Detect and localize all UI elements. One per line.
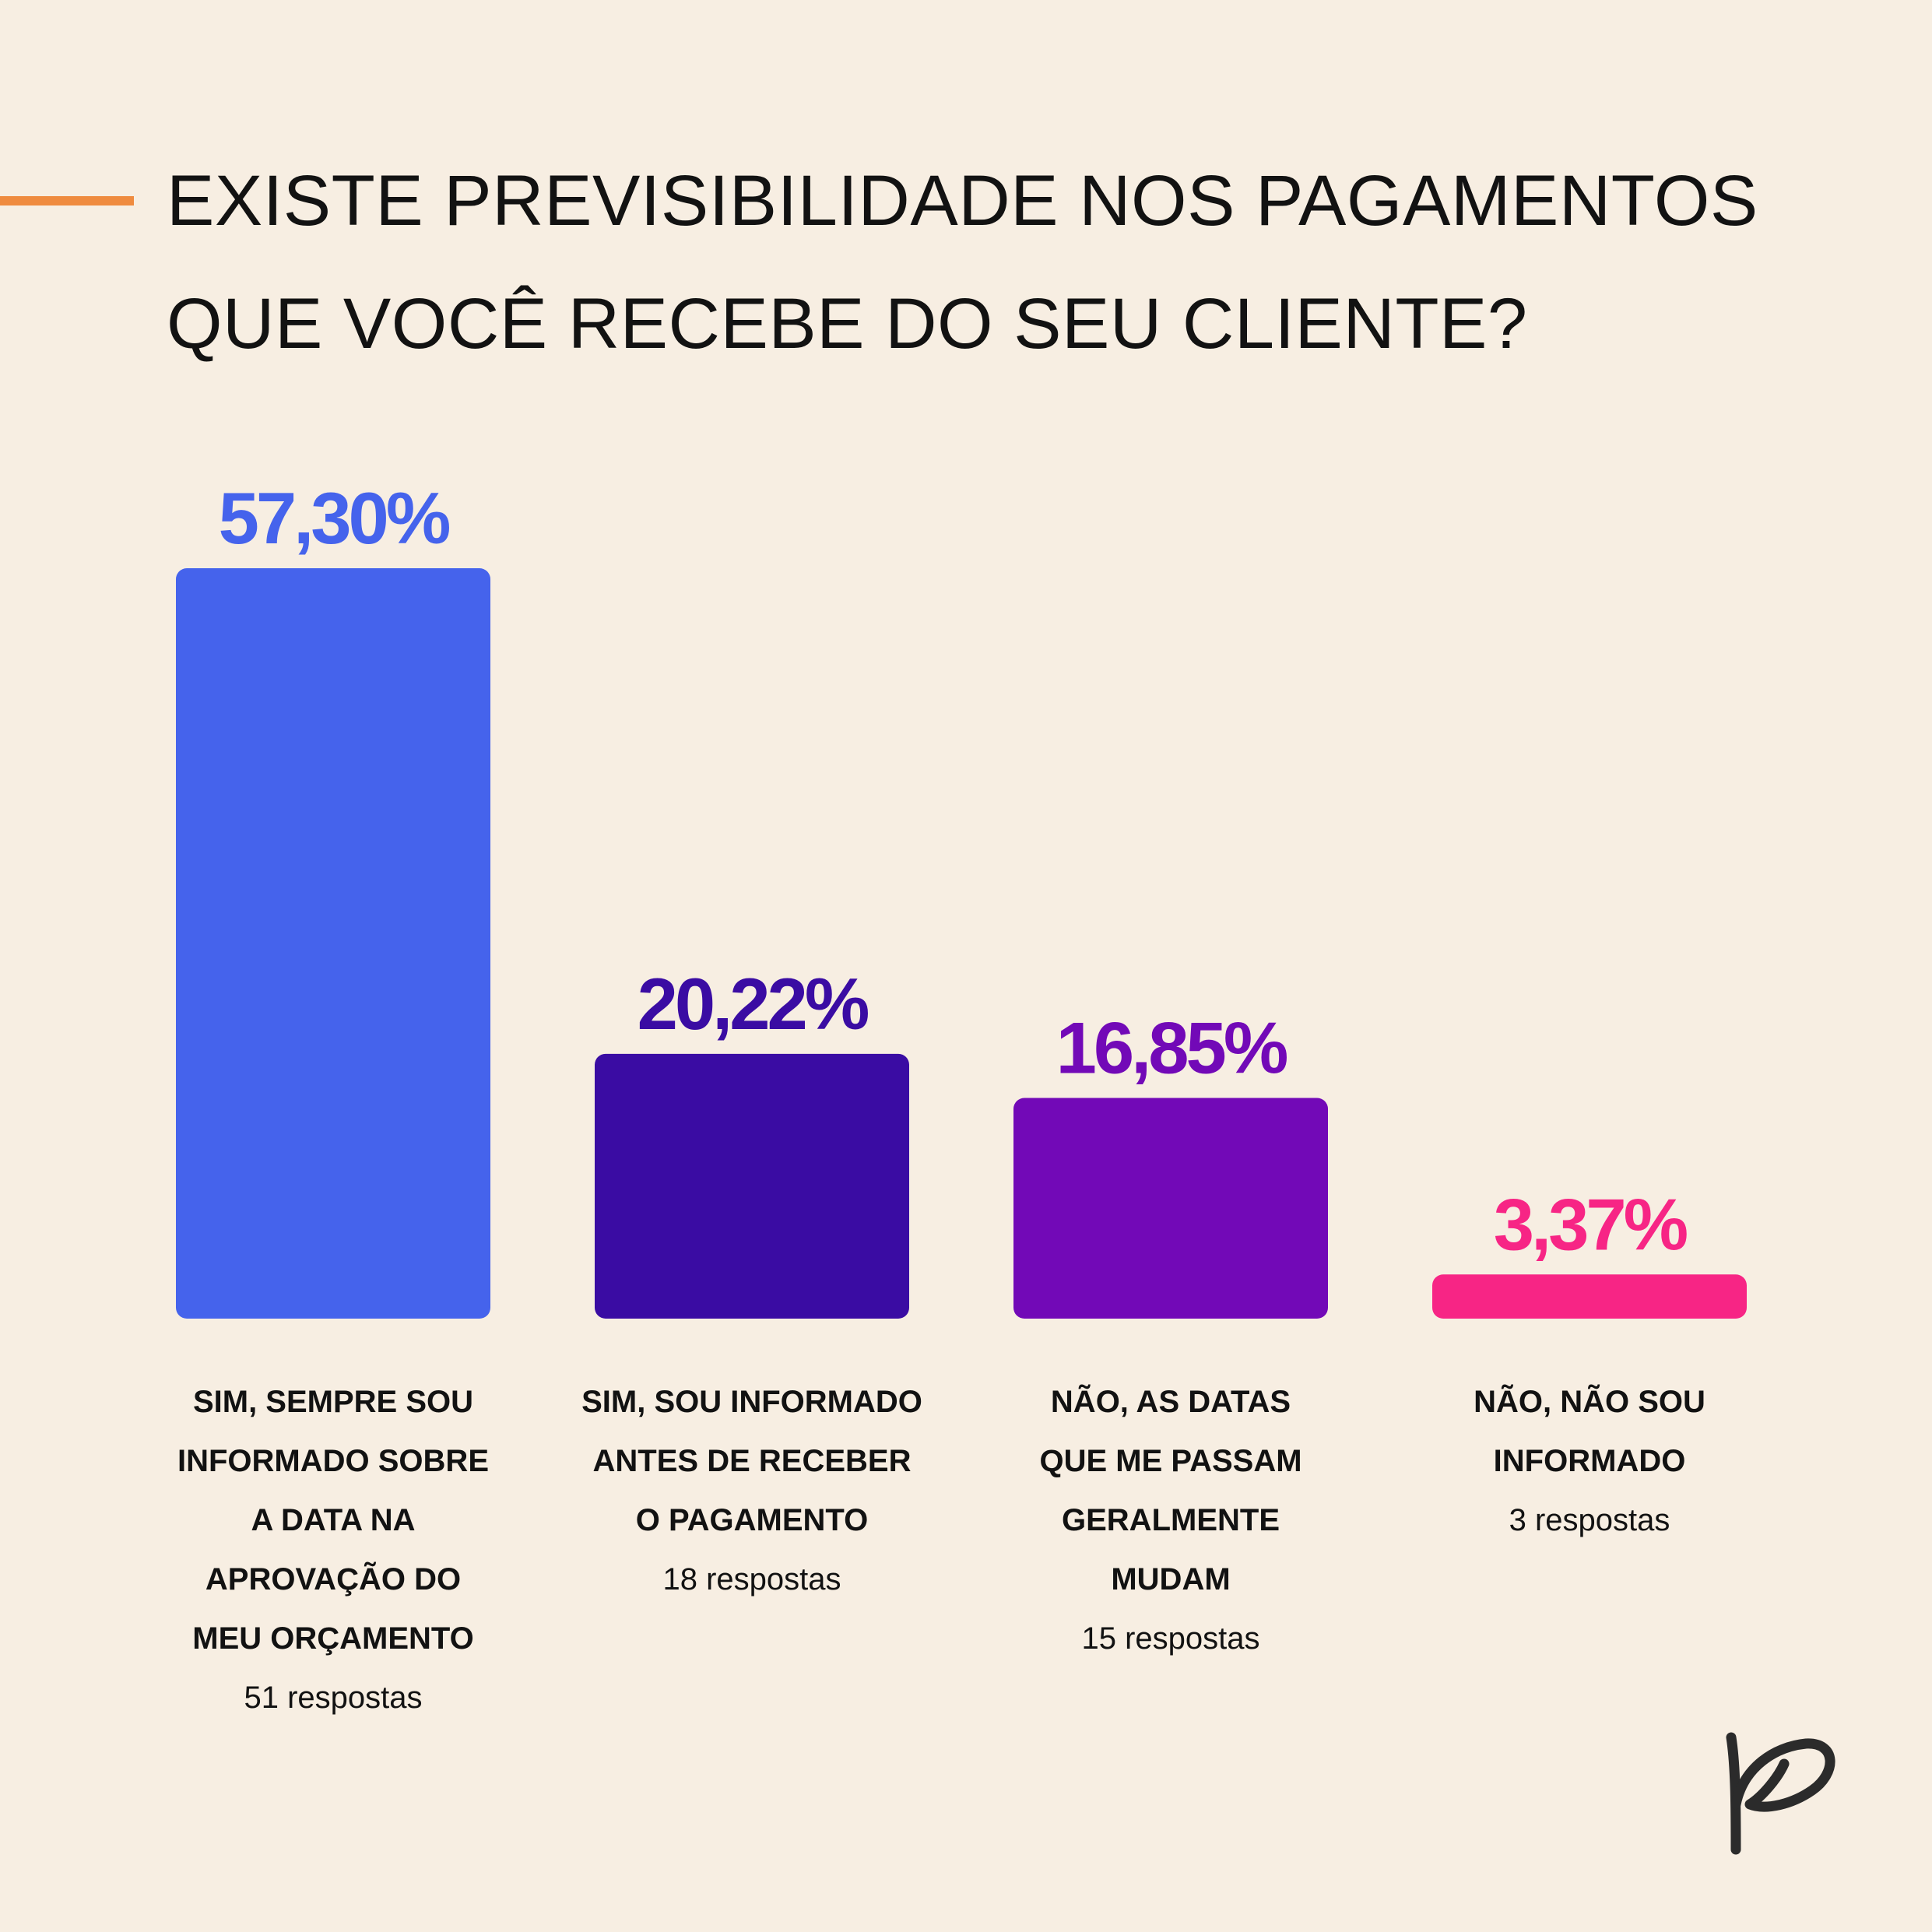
bar-4-category-line-2: INFORMADO (1494, 1444, 1686, 1478)
chart-title-line-1: EXISTE PREVISIBILIDADE NOS PAGAMENTOS (167, 161, 1758, 241)
bar-3-category-line-4: MUDAM (1111, 1562, 1230, 1597)
bar-4-category-line-1: NÃO, NÃO SOU (1474, 1383, 1705, 1419)
bar-1-category-line-3: A DATA NA (251, 1503, 415, 1537)
bar-2-value-label: 20,22% (638, 963, 869, 1045)
bar-1-category-line-4: APROVAÇÃO DO (205, 1561, 461, 1597)
bar-1-category-line-1: SIM, SEMPRE SOU (193, 1385, 473, 1419)
bar-2-category-line-1: SIM, SOU INFORMADO (581, 1385, 922, 1419)
bar-1-category-line-5: MEU ORÇAMENTO (192, 1621, 473, 1656)
bar-4-value-label: 3,37% (1494, 1183, 1688, 1265)
bar-2 (595, 1053, 909, 1319)
bar-1 (176, 568, 490, 1319)
bar-3-response-count: 15 respostas (1081, 1621, 1259, 1656)
bar-4 (1432, 1274, 1747, 1319)
bar-2-category-line-3: O PAGAMENTO (636, 1503, 869, 1537)
bar-3-value-label: 16,85% (1056, 1007, 1287, 1089)
bar-1-category-line-2: INFORMADO SOBRE (177, 1444, 489, 1478)
bar-3-category-line-1: NÃO, AS DATAS (1051, 1383, 1291, 1419)
bar-2-response-count: 18 respostas (662, 1562, 841, 1597)
bar-1-value-label: 57,30% (219, 477, 450, 559)
bar-3-category-line-2: QUE ME PASSAM (1039, 1444, 1301, 1478)
bar-2-category-line-2: ANTES DE RECEBER (593, 1444, 912, 1478)
bar-1-response-count: 51 respostas (244, 1681, 422, 1715)
accent-line (0, 196, 134, 205)
bar-3 (1013, 1098, 1328, 1319)
chart-title-line-2: QUE VOCÊ RECEBE DO SEU CLIENTE? (167, 284, 1528, 364)
bar-4-response-count: 3 respostas (1509, 1503, 1670, 1537)
bar-3-category-line-3: GERALMENTE (1062, 1503, 1280, 1537)
p-script-logo-icon (1726, 1732, 1835, 1855)
